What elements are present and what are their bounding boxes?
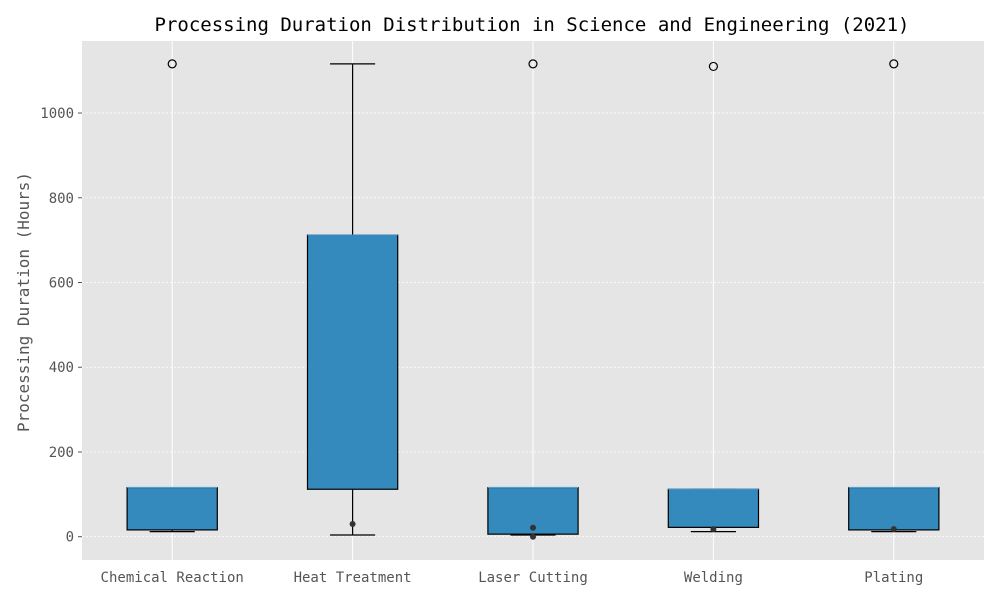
- x-tick-label: Chemical Reaction: [101, 570, 244, 586]
- box-heat-treatment: [306, 63, 399, 536]
- box-plating: [848, 59, 940, 533]
- boxes: [126, 59, 940, 540]
- mean-point: [530, 533, 536, 540]
- y-tick-label: 600: [49, 275, 74, 291]
- chart-title: Processing Duration Distribution in Scie…: [155, 14, 910, 36]
- x-ticks: Chemical Reaction Heat Treatment Laser Cut…: [101, 570, 924, 586]
- y-tick-label: 200: [49, 445, 74, 461]
- outlier-point: [708, 61, 719, 72]
- box: [126, 486, 218, 531]
- y-axis-label: Processing Duration (Hours): [14, 172, 33, 432]
- box: [848, 486, 940, 531]
- box: [306, 234, 399, 490]
- y-tick-label: 0: [66, 530, 74, 546]
- x-tick-label: Laser Cutting: [478, 570, 588, 586]
- x-tick-label: Welding: [684, 570, 743, 586]
- mean-point: [710, 526, 717, 533]
- y-ticks: 0 200 400 600 800 1000: [40, 106, 82, 546]
- box: [667, 488, 760, 528]
- y-tick-label: 400: [49, 360, 74, 376]
- mean-point: [530, 524, 536, 531]
- x-tick-label: Heat Treatment: [294, 570, 412, 586]
- mean-point: [349, 520, 356, 527]
- mean-point: [890, 526, 897, 533]
- box-welding: [667, 61, 760, 533]
- outlier-point: [167, 59, 177, 69]
- box-laser-cutting: [487, 59, 579, 540]
- y-tick-label: 800: [49, 191, 74, 207]
- box-chemical-reaction: [126, 59, 218, 533]
- y-tick-label: 1000: [40, 106, 74, 122]
- x-tick-label: Plating: [864, 570, 923, 586]
- outlier-point: [528, 59, 538, 69]
- outlier-point: [889, 59, 899, 69]
